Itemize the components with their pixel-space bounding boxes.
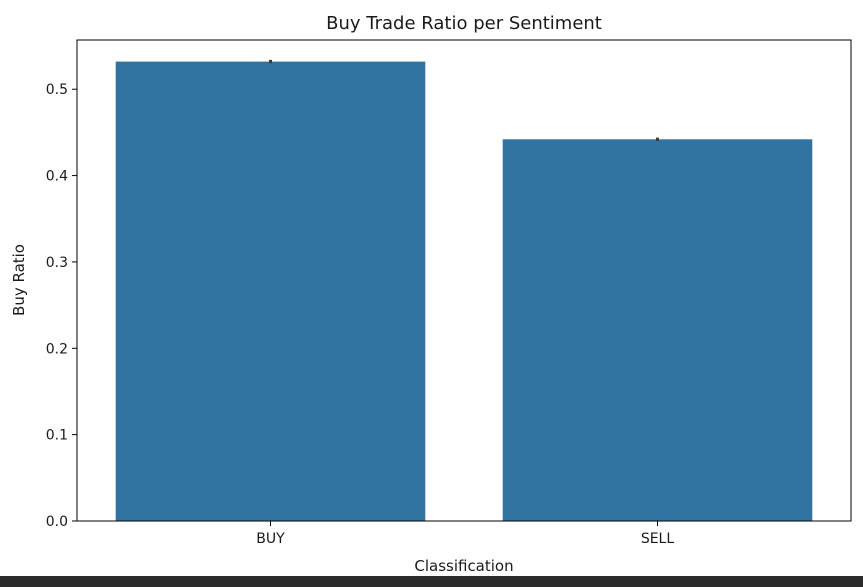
y-axis-label: Buy Ratio <box>10 244 28 316</box>
y-tick-label: 0.5 <box>46 82 68 98</box>
bar-buy <box>115 61 426 521</box>
y-tick-label: 0.3 <box>46 255 68 271</box>
plot-area: 0.0 0.1 0.2 0.3 0.4 0.5 BUY SELL <box>46 59 813 547</box>
x-tick-label: BUY <box>256 531 285 547</box>
y-tick-label: 0.2 <box>46 341 68 357</box>
axes-frame <box>76 39 852 522</box>
bar-sell <box>502 139 813 522</box>
y-tick-label: 0.0 <box>46 514 68 530</box>
bottom-bar <box>0 576 863 587</box>
x-tick-label: SELL <box>641 531 675 547</box>
chart-title: Buy Trade Ratio per Sentiment <box>326 13 602 34</box>
y-tick-label: 0.4 <box>46 169 68 185</box>
x-axis-label: Classification <box>414 557 513 575</box>
y-tick-label: 0.1 <box>46 428 68 444</box>
